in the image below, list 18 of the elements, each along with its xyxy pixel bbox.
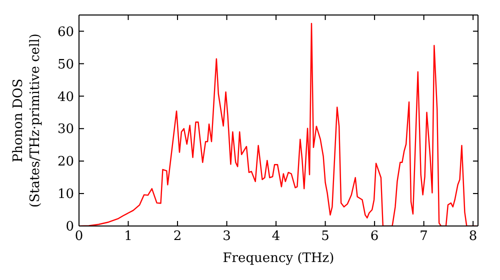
y-axis-title: Phonon DOS (States/THz·primitive cell) (11, 33, 43, 208)
x-tick-label: 6 (370, 229, 379, 244)
x-tick-label: 5 (321, 229, 330, 244)
y-tick-label: 50 (57, 57, 74, 72)
y-tick-label: 60 (57, 24, 74, 40)
x-tick-label: 3 (222, 229, 231, 244)
x-tick-label: 7 (420, 229, 428, 244)
x-tick-label: 2 (173, 229, 182, 244)
y-tick-label: 10 (57, 187, 74, 202)
y-tick-label: 0 (66, 220, 74, 235)
x-tick-label: 0 (74, 229, 84, 244)
x-tick-label: 8 (468, 229, 478, 244)
y-tick-label: 30 (57, 122, 74, 138)
x-axis-title: Frequency (THz) (222, 251, 334, 266)
y-tick-label: 20 (57, 154, 74, 170)
x-tick-label: 1 (124, 229, 132, 244)
x-tick-label: 4 (272, 229, 280, 244)
y-tick-label: 40 (57, 90, 74, 105)
